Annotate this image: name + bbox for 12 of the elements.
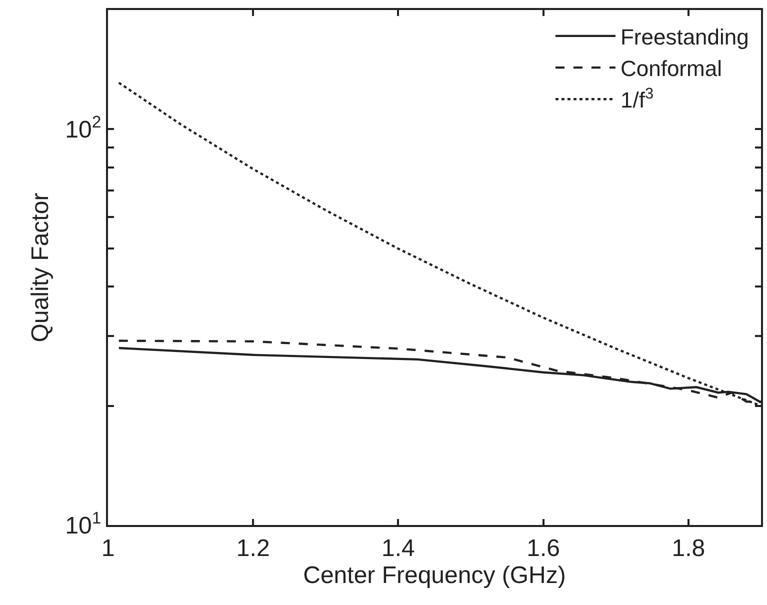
y-axis-title: Quality Factor [26,192,54,342]
x-tick-label: 1.2 [236,534,270,562]
legend-label: 1/f$^{3}$ [620,85,654,113]
legend-label: Conformal [620,56,722,82]
x-tick-label: 1 [101,534,115,562]
legend-label: Freestanding [620,24,749,50]
x-axis-title: Center Frequency (GHz) [303,562,566,589]
y-tick-label: 10$^{1}$ [65,508,102,540]
x-tick-label: 1.4 [382,534,415,562]
x-tick-label: 1.6 [526,534,560,562]
y-tick-label: 10$^{2}$ [65,112,102,144]
x-tick-label: 1.8 [672,534,706,562]
